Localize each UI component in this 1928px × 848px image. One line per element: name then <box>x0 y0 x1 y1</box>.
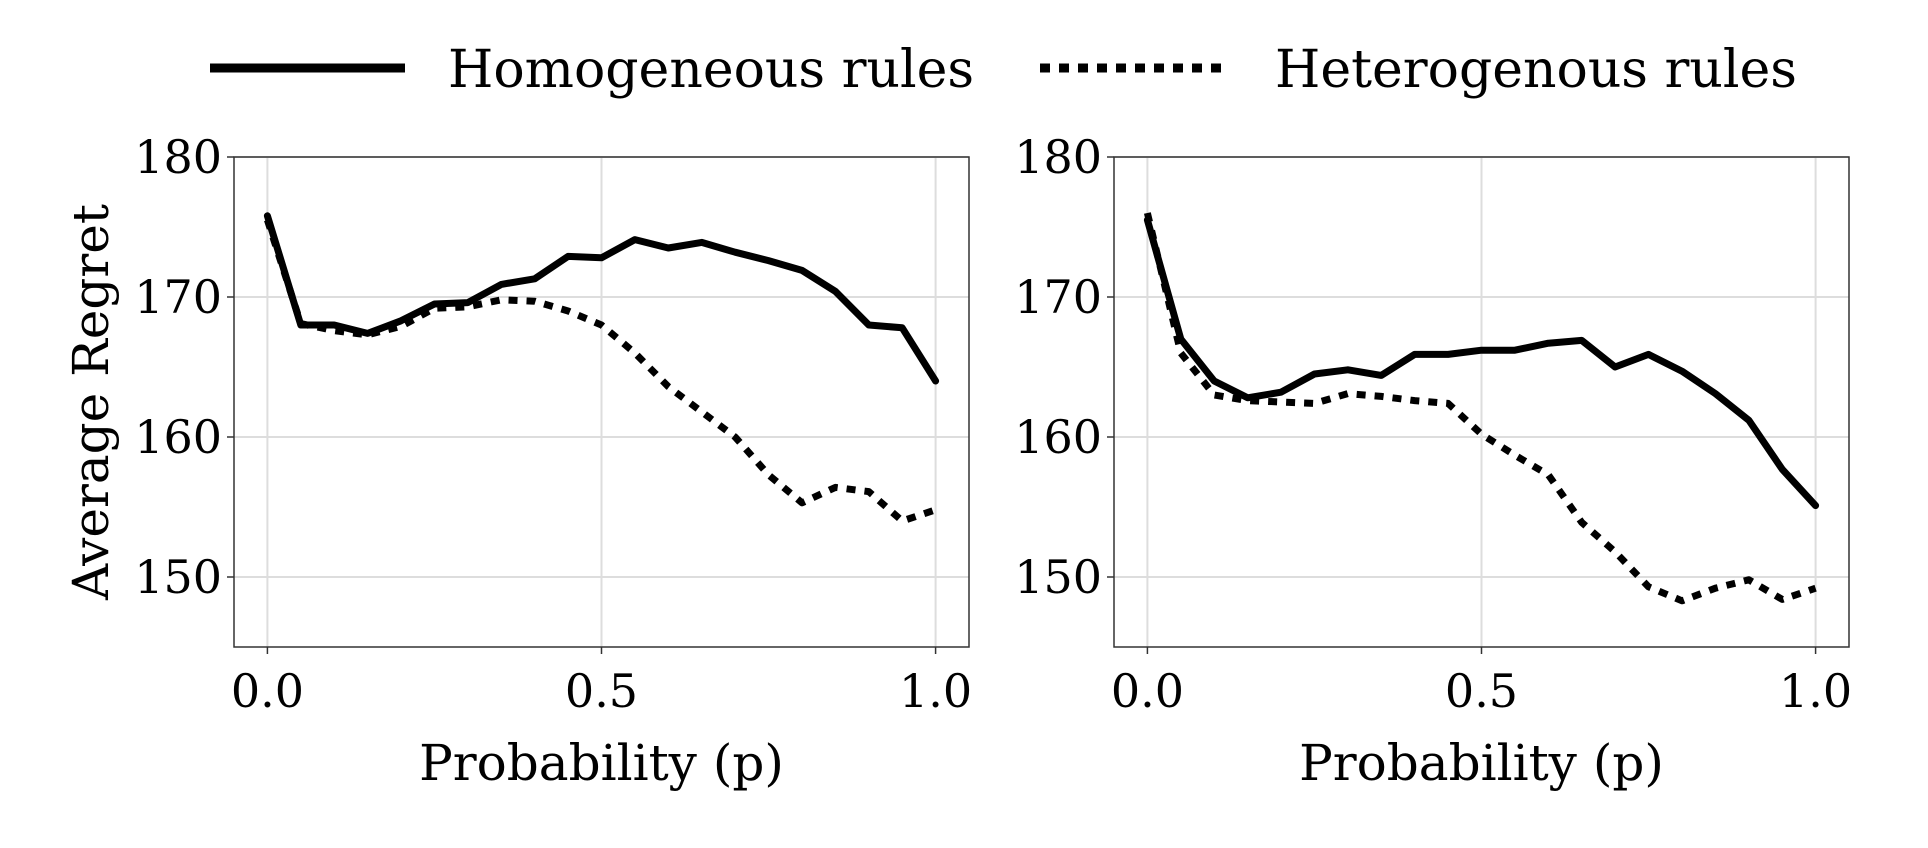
x-tick-label-right-2: 1.0 <box>1779 664 1852 718</box>
series-line-dotted-left <box>264 218 937 525</box>
legend: Homogeneous rules Heterogenous rules <box>210 40 1797 100</box>
x-tick-label-right-0: 0.0 <box>1111 664 1184 718</box>
y-tick-label-right-0: 150 <box>1014 550 1102 604</box>
series-line-dotted-right <box>1143 212 1817 605</box>
y-tick-label-left-3: 180 <box>134 130 222 184</box>
series-left <box>263 212 940 525</box>
y-tick-label-right-1: 160 <box>1014 410 1102 464</box>
grid-left <box>234 156 969 647</box>
x-tick-label-right-1: 0.5 <box>1445 664 1518 718</box>
y-tick-label-left-1: 160 <box>134 410 222 464</box>
series-line-solid-right <box>1143 216 1820 510</box>
ticks-right: 0.0 0.5 1.0 150 160 170 180 <box>1014 130 1852 718</box>
x-tick-label-left-1: 0.5 <box>565 664 638 718</box>
y-axis-label: Average Regret <box>62 204 120 601</box>
grid-right <box>1114 156 1849 647</box>
x-axis-label-left: Probability (p) <box>419 734 784 792</box>
x-tick-label-left-0: 0.0 <box>231 664 304 718</box>
chart-panel-left: 0.0 0.5 1.0 150 160 170 180 Probability (p) Av… <box>62 130 972 792</box>
series-right <box>1143 212 1820 605</box>
ticks-left: 0.0 0.5 1.0 150 160 170 180 <box>134 130 972 718</box>
chart-panel-right: 0.0 0.5 1.0 150 160 170 180 Probability (p) <box>1014 130 1852 792</box>
y-tick-label-left-0: 150 <box>134 550 222 604</box>
y-tick-label-left-2: 170 <box>134 270 222 324</box>
y-tick-label-right-3: 180 <box>1014 130 1102 184</box>
legend-label-heterogenous: Heterogenous rules <box>1275 40 1797 100</box>
legend-label-homogeneous: Homogeneous rules <box>448 40 974 100</box>
x-axis-label-right: Probability (p) <box>1299 734 1664 792</box>
x-tick-label-left-2: 1.0 <box>899 664 972 718</box>
y-tick-label-right-2: 170 <box>1014 270 1102 324</box>
